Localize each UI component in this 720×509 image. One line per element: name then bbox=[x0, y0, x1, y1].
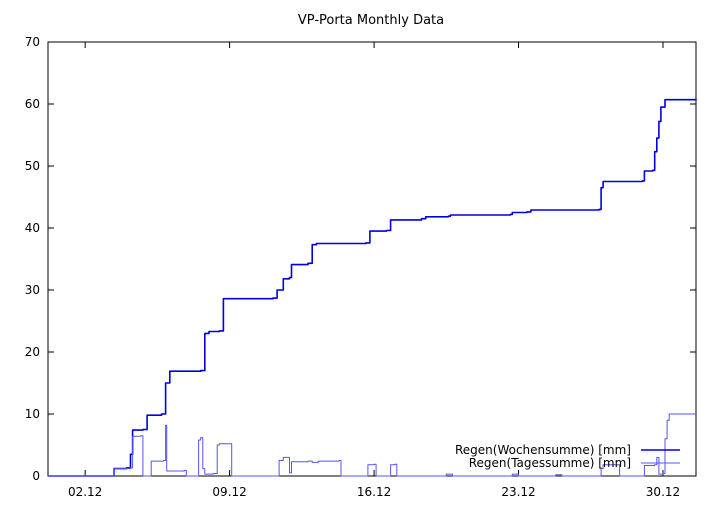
y-tick-label: 60 bbox=[25, 97, 40, 111]
series-line-wochensumme bbox=[48, 98, 697, 477]
x-tick-label: 09.12 bbox=[212, 485, 246, 499]
legend-label-tagessumme: Regen(Tagessumme) [mm] bbox=[469, 456, 631, 470]
y-tick-label: 0 bbox=[32, 469, 40, 483]
plot-frame bbox=[47, 41, 697, 477]
chart-title: VP-Porta Monthly Data bbox=[298, 13, 444, 28]
y-tick-label: 50 bbox=[25, 159, 40, 173]
legend-label-wochensumme: Regen(Wochensumme) [mm] bbox=[455, 443, 631, 457]
y-tick-label: 20 bbox=[25, 345, 40, 359]
x-tick-label: 30.12 bbox=[646, 485, 680, 499]
x-axis: 02.12 09.12 16.12 23.12 30.12 bbox=[68, 42, 680, 499]
x-tick-label: 16.12 bbox=[357, 485, 391, 499]
y-tick-label: 70 bbox=[25, 35, 40, 49]
series-lines bbox=[48, 98, 697, 477]
y-tick-label: 10 bbox=[25, 407, 40, 421]
y-axis: 0 10 20 30 40 50 60 70 bbox=[25, 35, 696, 483]
legend: Regen(Wochensumme) [mm] Regen(Tagessumme… bbox=[455, 443, 680, 470]
y-tick-label: 30 bbox=[25, 283, 40, 297]
y-tick-label: 40 bbox=[25, 221, 40, 235]
x-tick-label: 23.12 bbox=[501, 485, 535, 499]
series-line-tagessumme bbox=[48, 413, 696, 477]
x-tick-label: 02.12 bbox=[68, 485, 102, 499]
